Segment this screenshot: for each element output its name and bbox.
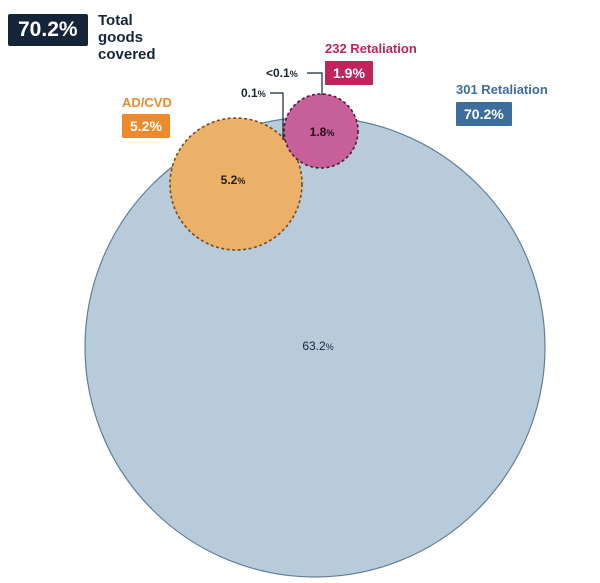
label-232-title: 232 Retaliation <box>325 41 417 56</box>
circle-232-retaliation <box>283 93 359 169</box>
total-value-badge: 70.2% <box>8 14 88 46</box>
label-301-value-badge: 70.2% <box>456 102 512 126</box>
leader-line-lt-0-1 <box>307 72 323 95</box>
circle-ad-cvd <box>169 117 303 251</box>
total-caption: Total goods covered <box>98 12 156 63</box>
leader-line-0-1 <box>270 92 284 140</box>
label-301-title: 301 Retaliation <box>456 82 548 97</box>
region-label-overlap-0-1: 0.1% <box>241 86 266 100</box>
label-232-value-badge: 1.9% <box>325 61 373 85</box>
label-ad-cvd-value-badge: 5.2% <box>122 114 170 138</box>
region-label-only-301: 63.2% <box>302 339 333 353</box>
label-ad-cvd-title: AD/CVD <box>122 95 172 110</box>
region-label-ad-cvd: 5.2% <box>221 173 246 187</box>
region-label-overlap-lt-0-1: <0.1% <box>266 66 298 80</box>
region-label-232: 1.8% <box>310 125 335 139</box>
